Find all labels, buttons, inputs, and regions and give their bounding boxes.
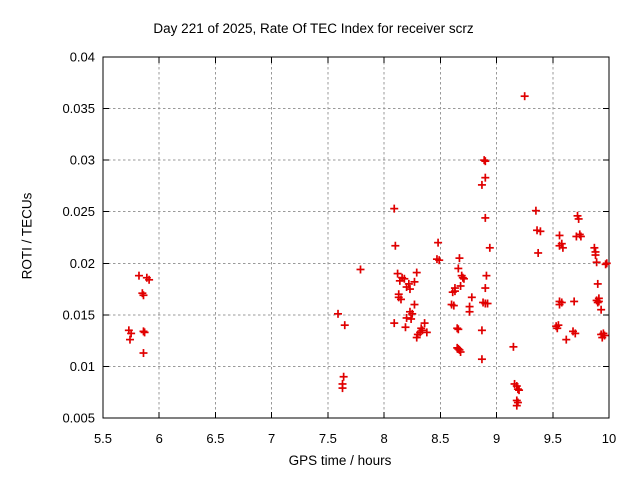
x-tick-label: 8.5 <box>431 431 449 446</box>
x-tick-label: 6 <box>156 431 163 446</box>
x-tick-label: 9 <box>493 431 500 446</box>
x-tick-label: 8 <box>380 431 387 446</box>
x-tick-label: 7.5 <box>319 431 337 446</box>
y-tick-label: 0.005 <box>62 411 95 426</box>
x-tick-label: 5.5 <box>94 431 112 446</box>
y-tick-label: 0.03 <box>70 153 95 168</box>
y-tick-label: 0.035 <box>62 101 95 116</box>
x-tick-label: 10 <box>602 431 616 446</box>
x-tick-label: 9.5 <box>544 431 562 446</box>
y-tick-label: 0.02 <box>70 256 95 271</box>
x-axis-title: GPS time / hours <box>288 453 392 468</box>
x-tick-label: 7 <box>268 431 275 446</box>
y-tick-label: 0.015 <box>62 307 95 322</box>
y-tick-label: 0.025 <box>62 204 95 219</box>
plot-frame <box>102 56 610 419</box>
y-axis-title: ROTI / TECUs <box>19 192 35 280</box>
x-tick-label: 6.5 <box>206 431 224 446</box>
y-tick-label: 0.01 <box>70 359 95 374</box>
y-tick-label: 0.04 <box>70 50 95 65</box>
chart-title: Day 221 of 2025, Rate Of TEC Index for r… <box>153 21 474 36</box>
